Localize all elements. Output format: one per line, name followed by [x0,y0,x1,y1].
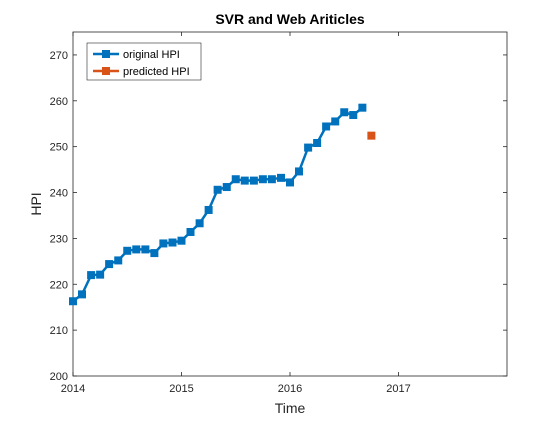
data-point-original-hpi [358,103,367,112]
x-tick-label: 2017 [386,383,410,395]
x-tick-label: 2016 [278,383,302,395]
data-point-original-hpi [267,175,276,184]
data-point-predicted-hpi [367,131,376,140]
data-point-original-hpi [222,183,231,192]
x-tick-label: 2015 [169,383,193,395]
data-point-original-hpi [69,297,77,306]
legend[interactable]: original HPI predicted HPI [86,42,202,81]
data-point-original-hpi [313,138,322,147]
legend-entry-original: original HPI [93,49,180,61]
data-point-original-hpi [114,256,123,265]
data-point-original-hpi [168,238,177,247]
legend-marker-original [102,50,110,58]
x-ticks: 2014 2015 2016 2017 [61,32,411,395]
x-axis-label: Time [275,400,306,416]
data-point-original-hpi [159,239,168,248]
y-tick-label: 230 [50,233,68,245]
x-tick-label: 2014 [61,383,85,395]
y-axis-label: HPI [28,192,44,215]
data-point-original-hpi [349,111,358,120]
y-ticks: 200 210 220 230 240 250 260 270 [50,50,507,383]
series-layer [69,103,376,306]
y-tick-label: 200 [50,371,68,383]
y-tick-label: 240 [50,188,68,200]
data-point-original-hpi [331,117,340,126]
data-point-original-hpi [295,167,304,176]
data-point-original-hpi [87,271,96,280]
data-point-original-hpi [322,122,331,131]
y-tick-label: 220 [50,279,68,291]
data-point-original-hpi [123,246,132,255]
chart-title: SVR and Web Ariticles [215,11,365,27]
data-point-original-hpi [249,176,258,185]
legend-label-predicted: predicted HPI [123,66,190,78]
data-point-original-hpi [96,270,105,279]
data-point-original-hpi [276,173,285,182]
data-point-original-hpi [195,219,204,228]
data-point-original-hpi [286,178,294,187]
legend-marker-predicted [102,67,110,75]
data-point-original-hpi [213,185,222,194]
data-point-original-hpi [304,143,313,152]
data-point-original-hpi [240,176,249,185]
data-point-original-hpi [141,245,150,254]
data-point-original-hpi [150,249,159,258]
data-point-original-hpi [132,245,141,254]
y-tick-label: 250 [50,142,68,154]
data-point-original-hpi [186,227,195,236]
data-point-original-hpi [177,236,186,245]
data-point-original-hpi [340,108,349,117]
y-tick-label: 210 [50,325,68,337]
data-point-original-hpi [105,260,114,269]
axes-box [72,31,508,377]
legend-label-original: original HPI [123,49,180,61]
data-point-original-hpi [258,175,267,184]
data-point-original-hpi [78,290,87,299]
y-tick-label: 270 [50,50,68,62]
data-point-original-hpi [204,205,213,214]
data-point-original-hpi [231,175,240,184]
y-tick-label: 260 [50,96,68,108]
legend-entry-predicted: predicted HPI [93,66,190,78]
